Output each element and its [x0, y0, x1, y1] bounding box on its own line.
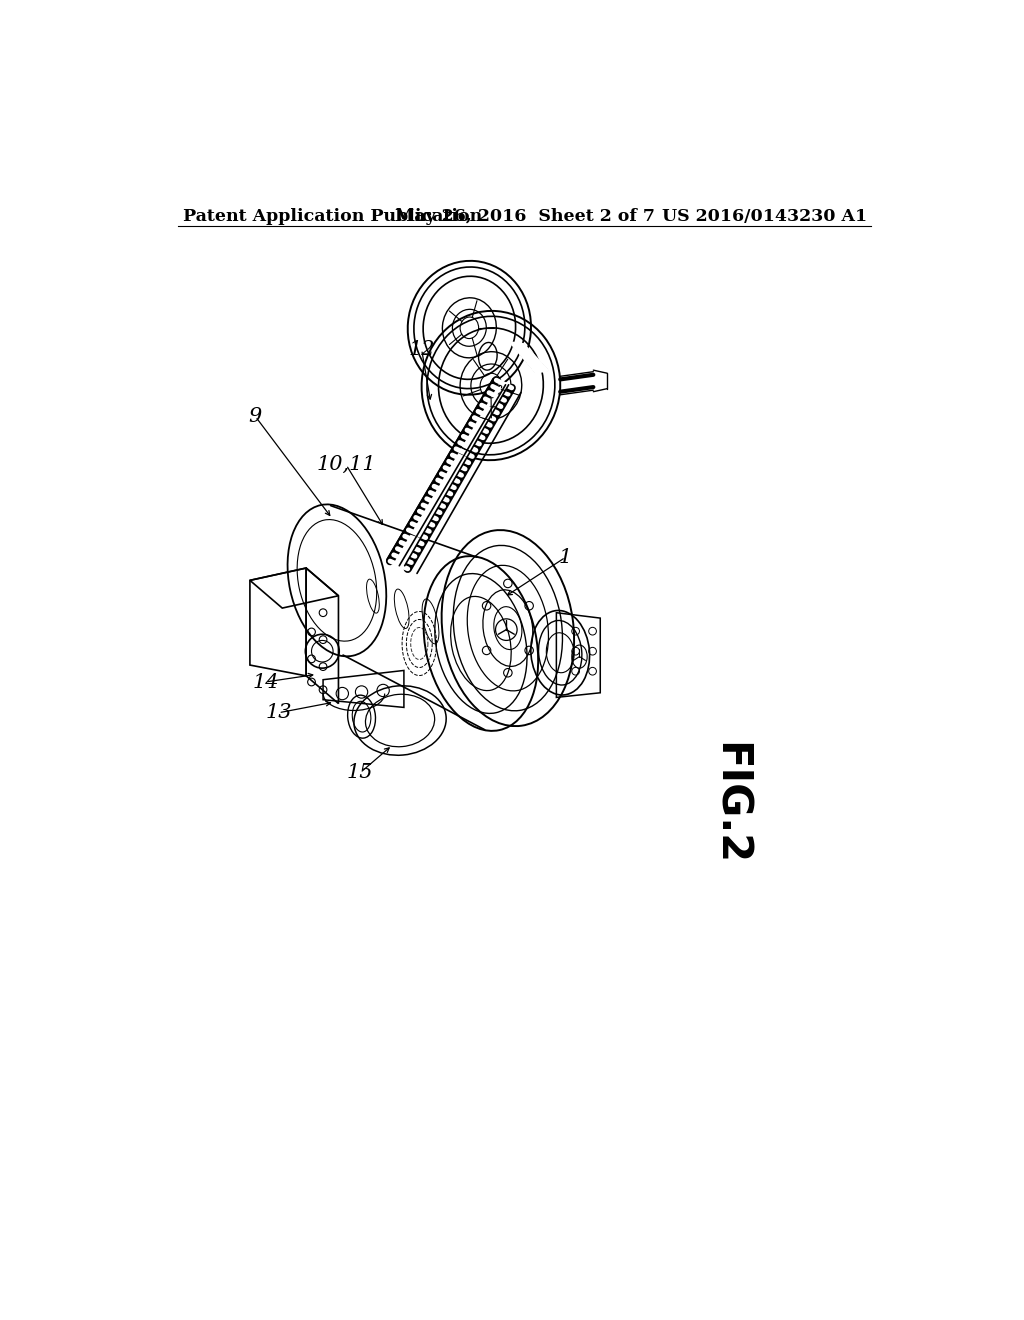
- Text: 1: 1: [559, 548, 572, 566]
- Text: 10,11: 10,11: [316, 455, 376, 474]
- Text: 15: 15: [347, 763, 374, 783]
- Text: FIG.2: FIG.2: [709, 742, 751, 866]
- Text: 9: 9: [249, 407, 262, 426]
- Text: US 2016/0143230 A1: US 2016/0143230 A1: [662, 207, 866, 224]
- Text: May 26, 2016  Sheet 2 of 7: May 26, 2016 Sheet 2 of 7: [395, 207, 654, 224]
- Text: 13: 13: [265, 704, 292, 722]
- Text: 12: 12: [409, 339, 435, 359]
- Text: Patent Application Publication: Patent Application Publication: [183, 207, 482, 224]
- Text: 14: 14: [252, 672, 279, 692]
